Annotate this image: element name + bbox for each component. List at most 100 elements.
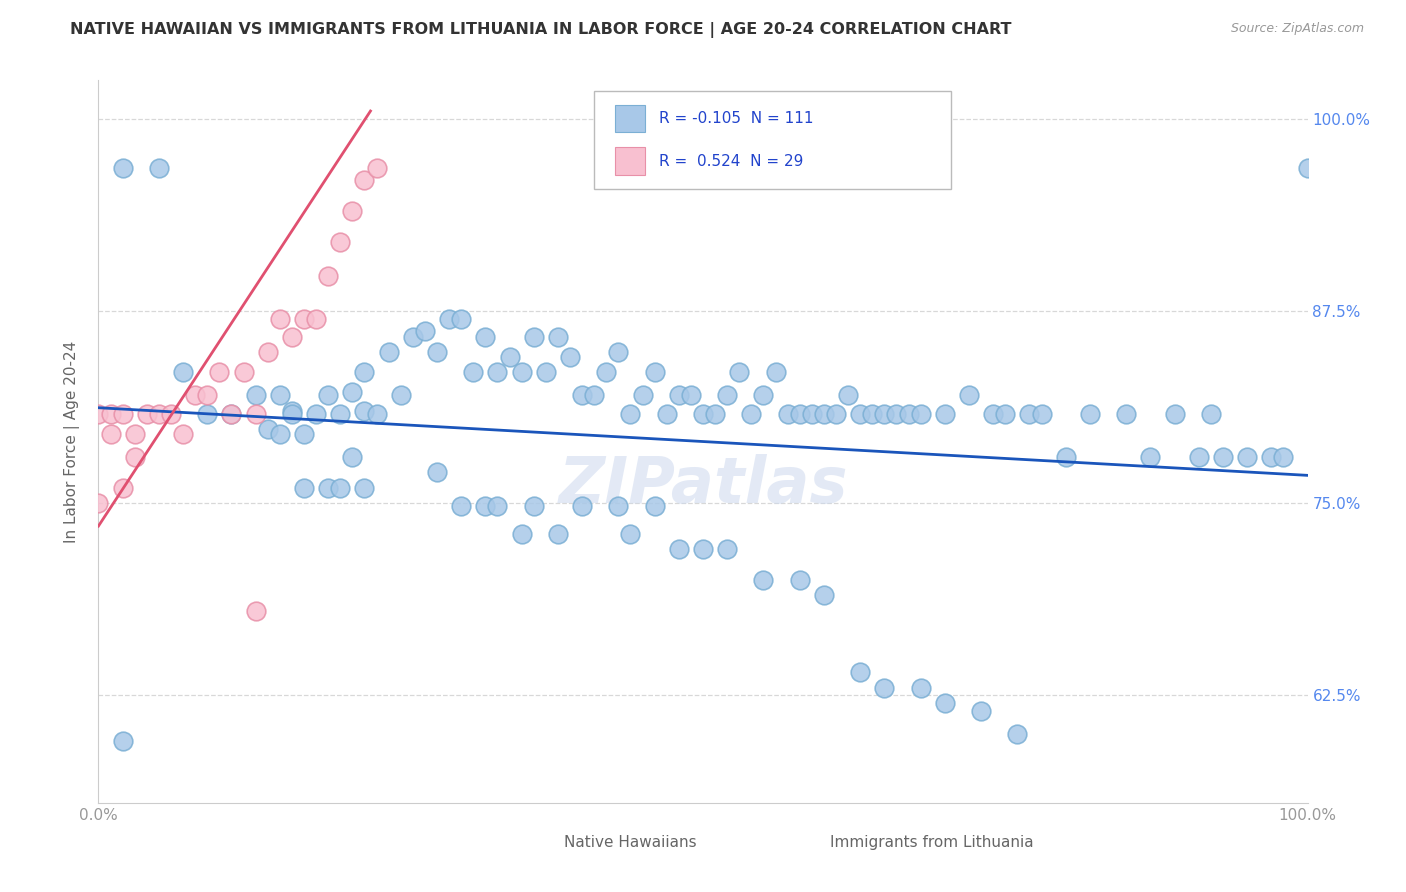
Point bbox=[970, 704, 993, 718]
Point bbox=[704, 407, 727, 421]
Point bbox=[366, 407, 388, 421]
Point bbox=[256, 422, 278, 436]
Point bbox=[111, 407, 134, 421]
Point bbox=[1054, 450, 1077, 464]
Point bbox=[740, 407, 762, 421]
Point bbox=[644, 365, 666, 379]
Point bbox=[100, 407, 122, 421]
Point bbox=[1188, 450, 1211, 464]
Point bbox=[571, 499, 593, 513]
Point bbox=[269, 426, 291, 441]
Point bbox=[873, 681, 896, 695]
Point bbox=[934, 696, 956, 710]
Point bbox=[437, 311, 460, 326]
Point bbox=[619, 407, 641, 421]
Point bbox=[728, 365, 751, 379]
Point bbox=[389, 388, 412, 402]
Point bbox=[353, 365, 375, 379]
Point bbox=[644, 499, 666, 513]
Point bbox=[1199, 407, 1222, 421]
Point bbox=[910, 407, 932, 421]
Point bbox=[897, 407, 920, 421]
Point bbox=[195, 407, 218, 421]
Point bbox=[1163, 407, 1185, 421]
Point bbox=[292, 426, 315, 441]
Point bbox=[342, 385, 364, 400]
Point bbox=[765, 365, 787, 379]
Point bbox=[607, 345, 630, 359]
Point bbox=[195, 388, 218, 402]
Point bbox=[547, 330, 569, 344]
Point bbox=[607, 499, 630, 513]
Point bbox=[342, 203, 364, 218]
Point bbox=[1260, 450, 1282, 464]
Point bbox=[245, 604, 267, 618]
Point bbox=[1212, 450, 1234, 464]
Point bbox=[305, 311, 328, 326]
Point bbox=[1007, 726, 1029, 740]
Point bbox=[148, 161, 170, 175]
Point bbox=[426, 345, 449, 359]
Point bbox=[523, 330, 546, 344]
Point bbox=[124, 450, 146, 464]
Point bbox=[631, 388, 654, 402]
Point bbox=[849, 665, 872, 680]
Text: NATIVE HAWAIIAN VS IMMIGRANTS FROM LITHUANIA IN LABOR FORCE | AGE 20-24 CORRELAT: NATIVE HAWAIIAN VS IMMIGRANTS FROM LITHU… bbox=[70, 22, 1012, 38]
Point bbox=[450, 499, 472, 513]
Point bbox=[1139, 450, 1161, 464]
Point bbox=[184, 388, 207, 402]
Point bbox=[716, 542, 738, 557]
Point bbox=[160, 407, 183, 421]
Point bbox=[692, 542, 714, 557]
Text: Native Hawaiians: Native Hawaiians bbox=[564, 835, 696, 850]
Bar bbox=[614, 105, 645, 132]
Point bbox=[571, 388, 593, 402]
Point bbox=[486, 499, 509, 513]
Point bbox=[281, 407, 304, 421]
Point bbox=[800, 407, 823, 421]
FancyBboxPatch shape bbox=[595, 91, 950, 189]
Point bbox=[981, 407, 1004, 421]
Text: R = -0.105  N = 111: R = -0.105 N = 111 bbox=[659, 112, 814, 126]
Point bbox=[135, 407, 157, 421]
Point bbox=[111, 734, 134, 748]
Point bbox=[316, 481, 339, 495]
Point bbox=[292, 311, 315, 326]
Point bbox=[124, 426, 146, 441]
Point bbox=[342, 450, 364, 464]
Point bbox=[789, 573, 811, 587]
Point bbox=[849, 407, 872, 421]
Point bbox=[1272, 450, 1295, 464]
Point bbox=[269, 311, 291, 326]
Point bbox=[692, 407, 714, 421]
Point bbox=[413, 324, 436, 338]
Point bbox=[1018, 407, 1040, 421]
Point bbox=[789, 407, 811, 421]
Point bbox=[716, 388, 738, 402]
Point bbox=[860, 407, 883, 421]
Point bbox=[463, 365, 485, 379]
Point bbox=[510, 526, 533, 541]
Point bbox=[679, 388, 702, 402]
Point bbox=[232, 365, 254, 379]
Bar bbox=[793, 831, 818, 854]
Point bbox=[329, 407, 352, 421]
Text: R =  0.524  N = 29: R = 0.524 N = 29 bbox=[659, 153, 804, 169]
Point bbox=[837, 388, 859, 402]
Point bbox=[221, 407, 243, 421]
Point bbox=[813, 588, 835, 602]
Point bbox=[281, 404, 304, 418]
Point bbox=[366, 161, 388, 175]
Point bbox=[329, 481, 352, 495]
Point bbox=[510, 365, 533, 379]
Point bbox=[353, 404, 375, 418]
Point bbox=[752, 388, 775, 402]
Point bbox=[111, 161, 134, 175]
Point bbox=[281, 330, 304, 344]
Point bbox=[426, 465, 449, 479]
Point bbox=[221, 407, 243, 421]
Point bbox=[523, 499, 546, 513]
Bar bbox=[527, 831, 553, 854]
Text: Immigrants from Lithuania: Immigrants from Lithuania bbox=[830, 835, 1033, 850]
Point bbox=[474, 330, 496, 344]
